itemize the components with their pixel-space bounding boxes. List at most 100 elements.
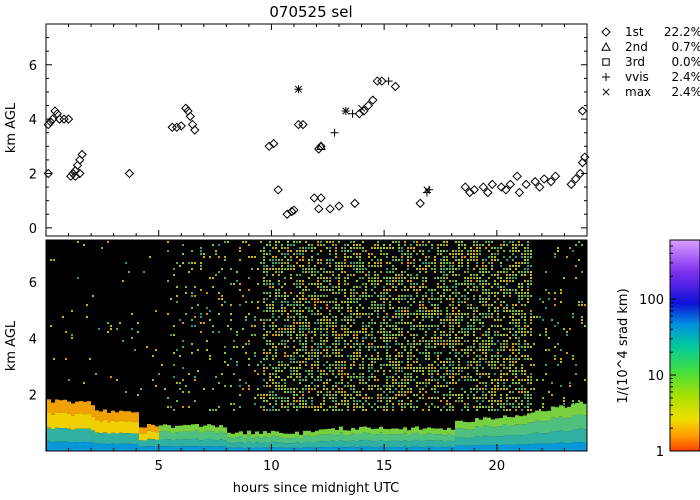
heatmap-noise-cell [407,265,409,267]
heatmap-noise-cell [368,271,370,273]
heatmap-noise-cell [311,400,313,402]
heatmap-band-cell [351,446,355,451]
heatmap-noise-cell [275,247,277,249]
heatmap-noise-cell [290,268,292,270]
heatmap-noise-cell [527,280,529,282]
heatmap-noise-cell [320,301,322,303]
heatmap-noise-cell [269,286,271,288]
heatmap-noise-cell [317,367,319,369]
heatmap-noise-cell [365,355,367,357]
heatmap-band-cell [339,440,343,447]
heatmap-noise-cell [194,376,196,378]
heatmap-noise-cell [494,373,496,375]
heatmap-noise-cell [194,400,196,402]
heatmap-band-cell [219,431,223,440]
heatmap-noise-cell [359,268,361,270]
heatmap-noise-cell [410,364,412,366]
heatmap-noise-cell [500,265,502,267]
diamond-marker [268,138,279,149]
heatmap-band-cell [407,447,411,451]
heatmap-noise-cell [521,283,523,285]
heatmap-noise-cell [275,400,277,402]
heatmap-noise-cell [200,262,202,264]
heatmap-noise-cell [398,274,400,276]
heatmap-noise-cell [401,277,403,279]
heatmap-noise-cell [275,271,277,273]
heatmap-noise-cell [323,382,325,384]
legend-diamond-marker [601,27,611,37]
heatmap-noise-cell [425,256,427,258]
heatmap-noise-cell [248,313,250,315]
heatmap-band-cell [435,434,439,441]
heatmap-band-cell [143,446,147,451]
heatmap-noise-cell [320,331,322,333]
heatmap-noise-cell [167,280,169,282]
heatmap-noise-cell [293,370,295,372]
heatmap-band-cell [163,424,167,432]
heatmap-noise-cell [473,397,475,399]
heatmap-noise-cell [398,277,400,279]
heatmap-noise-cell [332,331,334,333]
heatmap-noise-cell [308,283,310,285]
heatmap-noise-cell [338,274,340,276]
heatmap-noise-cell [365,331,367,333]
heatmap-noise-cell [431,268,433,270]
heatmap-noise-cell [386,283,388,285]
heatmap-noise-cell [287,340,289,342]
heatmap-noise-cell [284,256,286,258]
heatmap-noise-cell [512,277,514,279]
heatmap-noise-cell [263,250,265,252]
heatmap-noise-cell [473,358,475,360]
heatmap-noise-cell [440,322,442,324]
heatmap-noise-cell [488,292,490,294]
heatmap-noise-cell [500,406,502,408]
heatmap-noise-cell [425,268,427,270]
heatmap-noise-cell [311,376,313,378]
x-tick-label: 10 [263,459,280,474]
heatmap-noise-cell [308,406,310,408]
heatmap-band-cell [179,425,183,432]
heatmap-noise-cell [407,391,409,393]
heatmap-noise-cell [518,298,520,300]
heatmap-noise-cell [374,307,376,309]
heatmap-noise-cell [401,355,403,357]
heatmap-noise-cell [386,340,388,342]
heatmap-band-cell [367,427,371,434]
heatmap-noise-cell [506,367,508,369]
heatmap-band-cell [211,431,215,440]
heatmap-noise-cell [272,307,274,309]
diamond-marker [546,176,556,187]
heatmap-noise-cell [254,256,256,258]
heatmap-band-cell [227,442,231,448]
diamond-marker [465,187,475,198]
heatmap-noise-cell [374,340,376,342]
heatmap-noise-cell [398,331,400,333]
heatmap-noise-cell [458,292,460,294]
diamond-marker [273,185,283,195]
heatmap-noise-cell [434,352,436,354]
heatmap-noise-cell [293,346,295,348]
heatmap-noise-cell [479,349,481,351]
heatmap-noise-cell [329,277,331,279]
heatmap-noise-cell [479,298,481,300]
heatmap-noise-cell [500,397,502,399]
heatmap-noise-cell [449,262,451,264]
heatmap-noise-cell [320,328,322,330]
heatmap-noise-cell [266,358,268,360]
heatmap-noise-cell [521,253,523,255]
heatmap-noise-cell [182,379,184,381]
heatmap-band-cell [151,424,155,432]
heatmap-noise-cell [518,346,520,348]
heatmap-noise-cell [497,340,499,342]
heatmap-band-cell [63,399,67,413]
heatmap-noise-cell [473,256,475,258]
heatmap-noise-cell [392,271,394,273]
heatmap-noise-cell [362,373,364,375]
heatmap-noise-cell [272,379,274,381]
heatmap-noise-cell [317,361,319,363]
heatmap-band-cell [443,435,447,442]
heatmap-noise-cell [290,328,292,330]
heatmap-noise-cell [317,286,319,288]
